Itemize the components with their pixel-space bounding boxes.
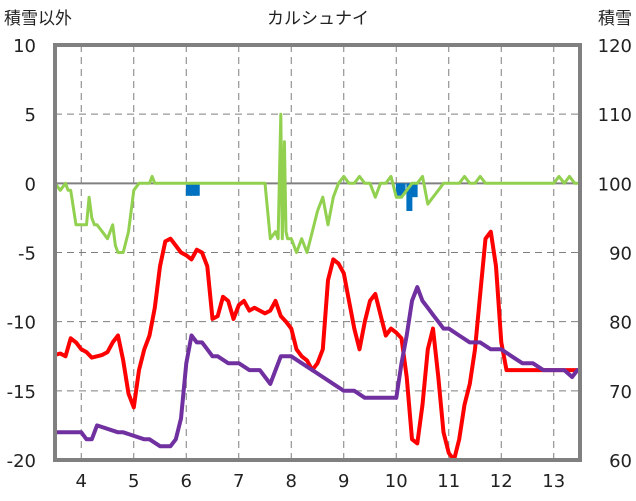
series-line-0 [53,229,580,462]
right-tick-label: 60 [609,451,632,472]
x-tick-label: 12 [490,471,513,492]
chart-title: カルシュナイ [267,9,369,29]
right-tick-label: 100 [598,174,632,195]
right-axis-title: 積雪 [598,9,632,29]
right-tick-label: 80 [609,313,632,334]
x-axis-ticks: 4 5 6 7 8 9 10 11 12 13 [76,471,566,492]
left-tick-label: -10 [7,313,36,334]
left-axis-title: 積雪以外 [4,9,72,29]
precip-bar [193,183,200,196]
series-line-1 [53,285,580,449]
right-axis-ticks: 120 110 100 90 80 70 60 [598,36,632,472]
x-tick-label: 11 [437,471,460,492]
left-tick-label: -5 [18,244,36,265]
right-tick-label: 110 [598,105,632,126]
x-tick-label: 9 [338,471,349,492]
precip-bar [189,183,196,196]
precip-bar [185,183,192,196]
x-tick-label: 7 [233,471,244,492]
x-tick-label: 13 [542,471,565,492]
precip-bar [411,183,418,198]
x-tick-label: 6 [181,471,192,492]
left-tick-label: 10 [13,36,36,57]
precip-bar [406,183,413,211]
left-tick-label: -20 [7,451,36,472]
precip-bar [399,183,406,195]
x-tick-label: 10 [385,471,408,492]
left-tick-label: -15 [7,382,36,403]
right-tick-label: 70 [609,382,632,403]
right-tick-label: 120 [598,36,632,57]
plot-frame [53,43,582,462]
precipitation-bars [185,183,418,211]
series-line-2 [53,112,579,254]
precip-bar [395,183,402,196]
x-tick-label: 5 [128,471,139,492]
left-tick-label: 0 [25,174,36,195]
right-tick-label: 90 [609,244,632,265]
left-tick-label: 5 [25,105,36,126]
x-tick-label: 8 [286,471,297,492]
left-axis-ticks: 10 5 0 -5 -10 -15 -20 [7,36,36,472]
series-lines [53,112,580,462]
x-tick-label: 4 [76,471,87,492]
